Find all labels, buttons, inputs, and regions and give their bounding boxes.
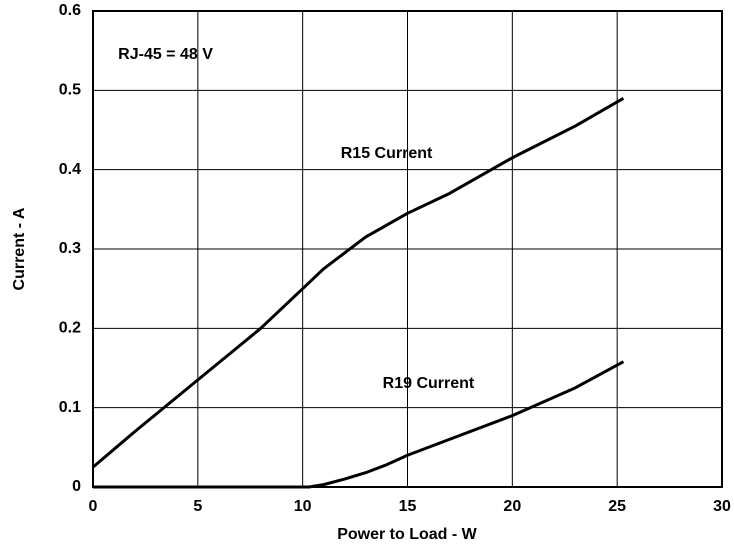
- x-tick-label: 20: [503, 498, 521, 515]
- x-tick-label: 10: [294, 498, 312, 515]
- y-tick-label: 0.1: [59, 399, 81, 416]
- x-tick-label: 0: [89, 498, 98, 515]
- line-series: [92, 96, 625, 469]
- series-label: R15 Current: [341, 145, 433, 162]
- x-tick-label: 25: [608, 498, 626, 515]
- y-tick-label: 0.2: [59, 320, 81, 337]
- x-tick-label: 30: [713, 498, 731, 515]
- y-tick-label: 0.3: [59, 240, 81, 257]
- series-label: R19 Current: [383, 375, 475, 392]
- x-tick-label: 5: [193, 498, 202, 515]
- x-tick-label: 15: [399, 498, 417, 515]
- y-axis-label: Current - A: [11, 207, 28, 290]
- y-tick-label: 0.5: [59, 82, 81, 99]
- annotation: RJ-45 = 48 V: [118, 46, 213, 63]
- plot-frame: [92, 10, 723, 488]
- y-tick-label: 0.4: [59, 161, 81, 178]
- y-tick-label: 0: [72, 478, 81, 495]
- x-axis-label: Power to Load - W: [337, 526, 477, 543]
- line-series: [93, 360, 625, 489]
- y-tick-label: 0.6: [59, 2, 81, 19]
